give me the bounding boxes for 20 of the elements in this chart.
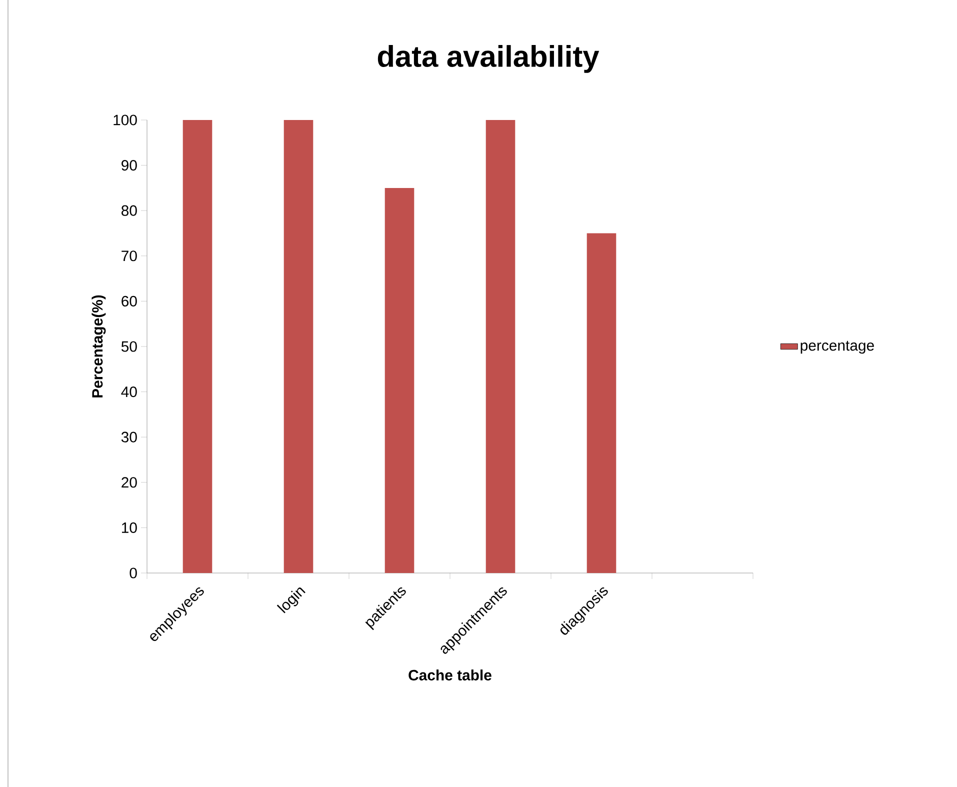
chart-title: data availability — [378, 45, 600, 73]
bar — [182, 120, 212, 573]
y-axis-title: Percentage(%) — [92, 295, 106, 398]
bar — [586, 233, 616, 573]
y-tick-label: 40 — [121, 386, 137, 398]
bar — [284, 120, 314, 573]
y-tick-label: 90 — [122, 160, 137, 171]
y-tick-label: 50 — [121, 341, 137, 352]
y-tick-label: 30 — [121, 432, 137, 442]
y-tick-label: 10 — [122, 522, 137, 533]
y-tick-label: 20 — [122, 477, 137, 488]
y-tick-label: 70 — [122, 250, 137, 262]
bar — [486, 120, 516, 573]
y-tick-label: 80 — [122, 205, 137, 216]
y-tick-label: 60 — [122, 296, 137, 306]
legend-label: percentage — [800, 340, 874, 354]
bar — [384, 188, 414, 573]
x-axis-title: Cache table — [408, 669, 492, 680]
y-tick-label: 100 — [114, 114, 137, 126]
y-tick-label: 0 — [130, 568, 137, 578]
